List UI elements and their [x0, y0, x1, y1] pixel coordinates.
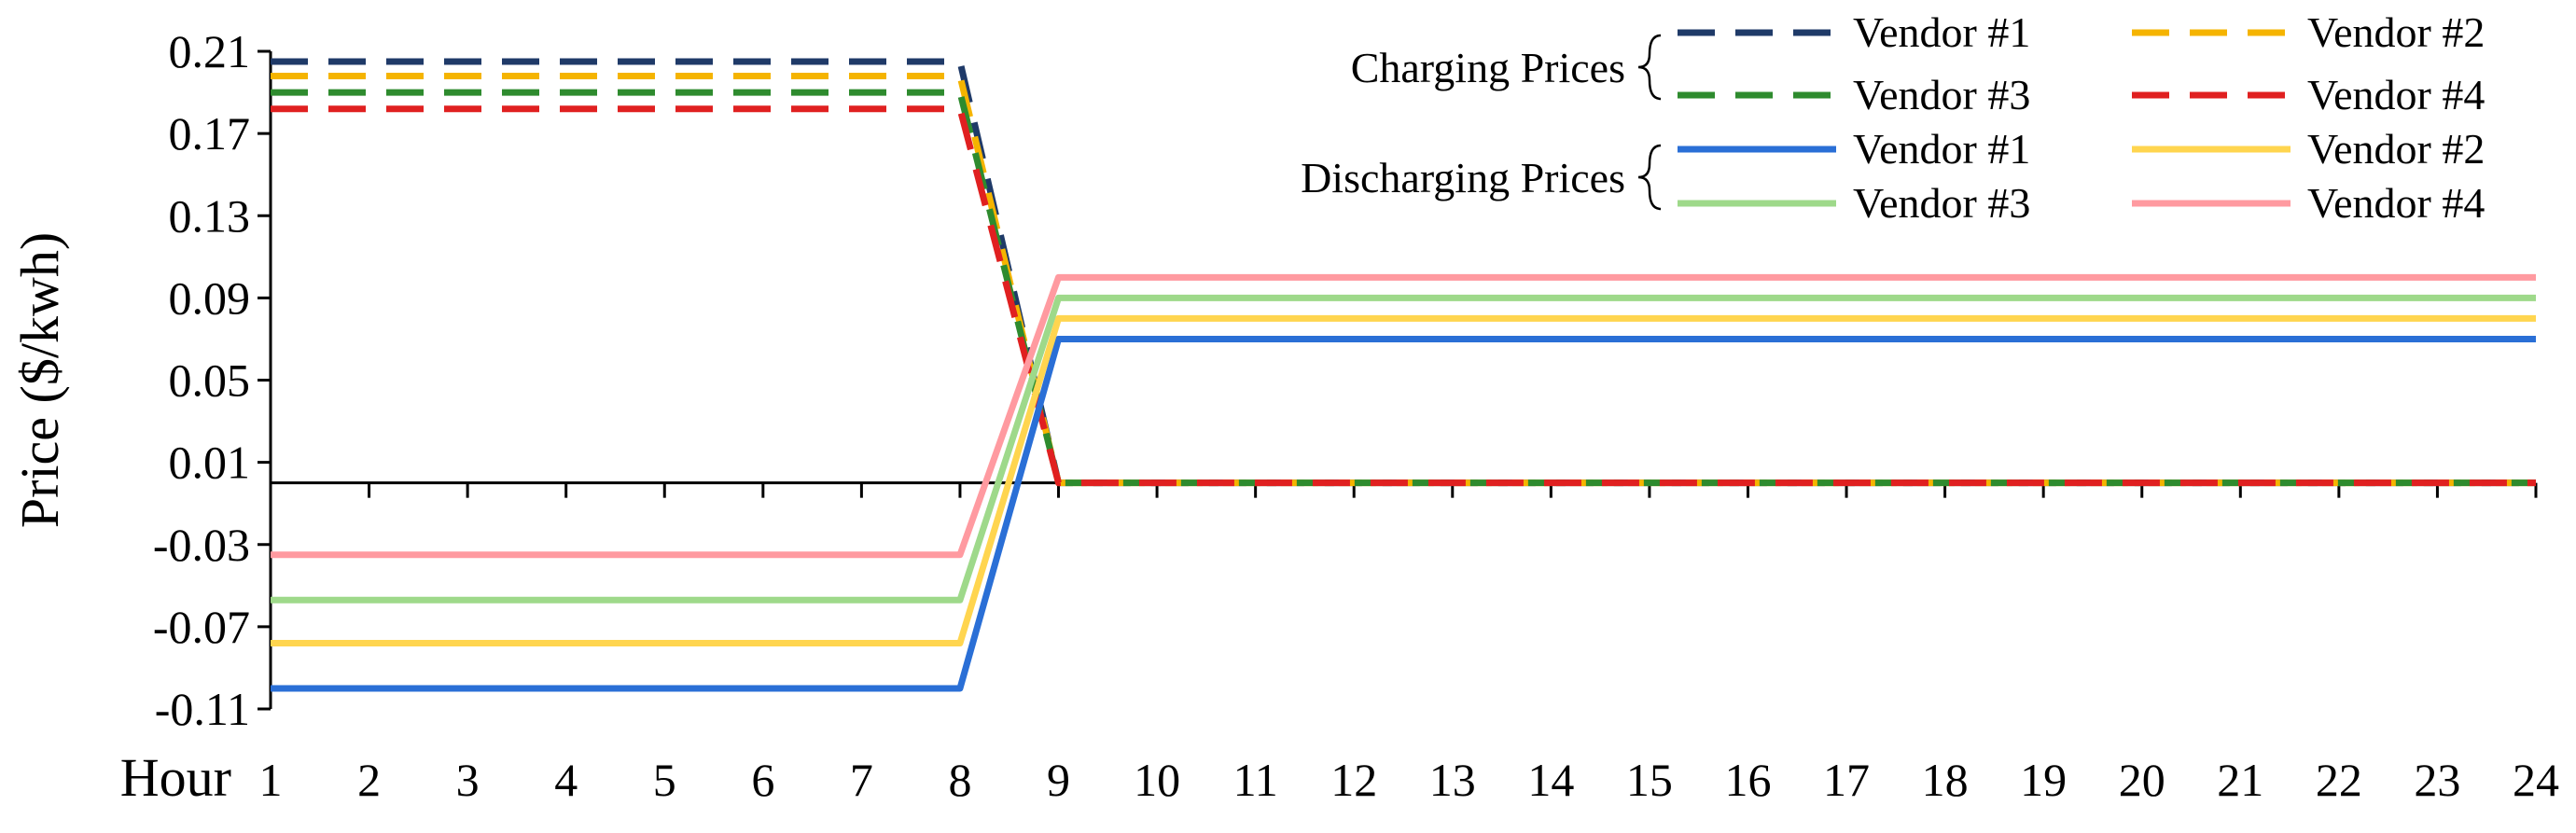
- charging-series-3: [271, 89, 2536, 487]
- y-tick-label: -0.07: [153, 601, 250, 653]
- legend-entry-label: Vendor #2: [2307, 125, 2485, 173]
- y-tick-label: 0.05: [169, 354, 251, 407]
- x-tick-label: 6: [751, 754, 774, 806]
- legend-brace: [1637, 34, 1662, 101]
- charging-series-1: [271, 58, 2536, 487]
- x-tick-label: 11: [1233, 754, 1278, 806]
- discharging-series-1: [271, 335, 2536, 692]
- legend-entry-label: Vendor #4: [2307, 71, 2485, 118]
- y-tick-label: 0.09: [169, 271, 251, 324]
- x-tick-label: 21: [2217, 754, 2263, 806]
- x-tick-label: 4: [554, 754, 578, 806]
- x-tick-label: 14: [1527, 754, 1574, 806]
- x-tick-label: 5: [653, 754, 676, 806]
- axis-labels: 0.210.170.130.090.050.01-0.03-0.07-0.111…: [9, 25, 2559, 808]
- legend-entry-label: Vendor #4: [2307, 179, 2485, 227]
- x-tick-label: 7: [850, 754, 873, 806]
- x-tick-label: 22: [2316, 754, 2362, 806]
- chart-legend: Vendor #1 Vendor #2 Vendor #3 Vendor #4 Vend…: [1301, 8, 2485, 227]
- x-tick-label: 15: [1626, 754, 1673, 806]
- x-tick-label: 2: [357, 754, 381, 806]
- legend-group-label: Charging Prices: [1351, 44, 1625, 91]
- discharging-series-3: [271, 294, 2536, 604]
- legend-group-label: Discharging Prices: [1301, 154, 1625, 201]
- legend-entry-label: Vendor #2: [2307, 8, 2485, 56]
- legend-entry-label: Vendor #1: [1853, 8, 2030, 56]
- x-tick-label: 24: [2513, 754, 2559, 806]
- legend-entry-label: Vendor #3: [1853, 71, 2030, 118]
- x-tick-label: 16: [1724, 754, 1771, 806]
- y-tick-label: 0.01: [169, 437, 251, 489]
- x-axis-label: Hour: [120, 747, 231, 808]
- series-layer: [271, 58, 2536, 692]
- x-tick-label: 20: [2119, 754, 2165, 806]
- x-tick-label: 8: [948, 754, 971, 806]
- y-tick-label: 0.13: [169, 189, 251, 242]
- x-tick-label: 17: [1823, 754, 1870, 806]
- x-tick-label: 12: [1330, 754, 1377, 806]
- x-tick-label: 10: [1134, 754, 1180, 806]
- legend-brace: [1637, 144, 1662, 211]
- x-tick-label: 18: [1922, 754, 1969, 806]
- charging-series-4: [271, 105, 2536, 487]
- y-tick-label: -0.03: [153, 519, 250, 571]
- x-tick-label: 1: [259, 754, 283, 806]
- y-tick-label: -0.11: [155, 683, 250, 735]
- x-tick-label: 9: [1047, 754, 1070, 806]
- x-tick-label: 13: [1429, 754, 1476, 806]
- y-tick-label: 0.21: [169, 25, 251, 77]
- legend-entry-label: Vendor #3: [1853, 179, 2030, 227]
- y-tick-label: 0.17: [169, 107, 251, 160]
- x-tick-label: 19: [2020, 754, 2067, 806]
- x-tick-label: 23: [2414, 754, 2460, 806]
- legend-entry-label: Vendor #1: [1853, 125, 2030, 173]
- x-tick-label: 3: [456, 754, 480, 806]
- discharging-series-4: [271, 273, 2536, 559]
- y-axis-label: Price ($/kwh): [9, 232, 70, 528]
- discharging-series-2: [271, 314, 2536, 646]
